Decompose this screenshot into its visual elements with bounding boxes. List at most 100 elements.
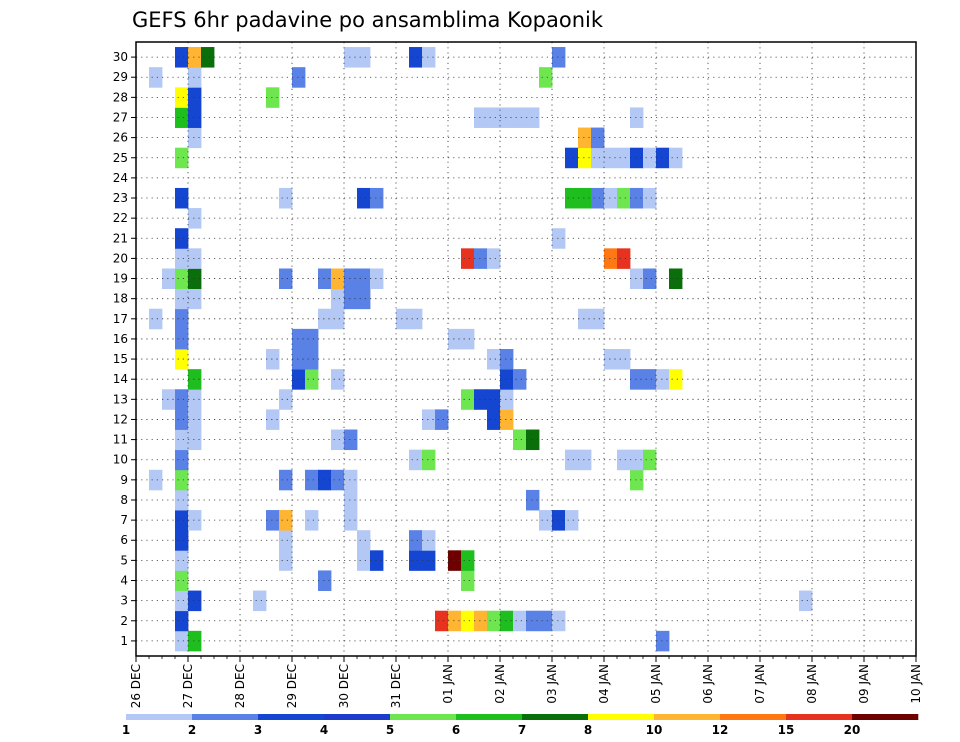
heat-cell xyxy=(175,630,189,652)
heat-cell xyxy=(799,590,813,612)
heat-cell xyxy=(474,107,488,128)
y-tick-label: 22 xyxy=(113,211,128,225)
heat-cell xyxy=(409,550,423,571)
y-tick-label: 16 xyxy=(113,332,128,346)
heat-cell xyxy=(669,369,683,390)
heat-cell xyxy=(526,107,540,128)
heat-cell xyxy=(175,550,189,571)
heat-cell xyxy=(487,389,501,410)
x-tick-label: 31 DEC xyxy=(389,664,403,708)
heat-cell xyxy=(149,308,163,330)
x-axis: 26 DEC 27 DEC 28 DEC 29 DEC 30 DEC 31 DEC 01 J… xyxy=(129,656,923,708)
x-tick-label: 07 JAN xyxy=(753,664,767,704)
heat-cell xyxy=(266,349,280,370)
x-tick-label: 02 JAN xyxy=(493,664,507,704)
heat-cell xyxy=(617,187,631,209)
y-tick-label: 9 xyxy=(120,473,128,487)
plot-frame xyxy=(135,41,917,657)
heat-cell xyxy=(253,590,267,612)
heat-cell xyxy=(175,510,189,531)
x-tick-label: 27 DEC xyxy=(181,664,195,708)
x-tick-label: 05 JAN xyxy=(649,664,663,704)
heat-cell xyxy=(513,429,527,451)
heat-cell xyxy=(617,349,631,370)
x-tick-label: 29 DEC xyxy=(285,664,299,708)
colorbar-label: 7 xyxy=(518,723,526,737)
colorbar-swatch xyxy=(192,714,259,720)
heat-cell xyxy=(500,610,514,632)
heat-cell xyxy=(370,187,384,209)
heat-cell xyxy=(487,610,501,632)
heat-cell xyxy=(175,570,189,591)
x-tick-label: 28 DEC xyxy=(233,664,247,708)
heat-cell xyxy=(409,47,423,68)
y-tick-label: 8 xyxy=(120,493,128,507)
colorbar-label: 6 xyxy=(452,723,460,737)
heat-cell xyxy=(578,308,592,330)
y-tick-label: 7 xyxy=(120,513,128,527)
y-tick-label: 15 xyxy=(113,352,128,366)
heat-cell xyxy=(344,469,358,491)
heat-cell xyxy=(630,369,644,390)
y-tick-label: 21 xyxy=(113,231,128,245)
colorbar-swatch xyxy=(390,714,457,720)
heat-cell xyxy=(175,610,189,632)
heat-cell xyxy=(175,268,189,290)
heat-cell xyxy=(500,349,514,370)
heat-cell xyxy=(552,610,566,632)
colorbar-label: 12 xyxy=(712,723,729,737)
heat-cell xyxy=(188,409,202,430)
heat-cell xyxy=(474,389,488,410)
heat-cell xyxy=(266,409,280,430)
heat-cell xyxy=(500,389,514,410)
colorbar-label: 4 xyxy=(320,723,328,737)
heat-cell xyxy=(669,268,683,290)
colorbar-swatch xyxy=(654,714,721,720)
heat-cell xyxy=(305,328,319,350)
heat-cell xyxy=(396,308,410,330)
heat-cell xyxy=(188,369,202,390)
y-tick-label: 3 xyxy=(120,594,128,608)
grid-lines xyxy=(136,42,916,656)
colorbar-swatch xyxy=(720,714,787,720)
heat-cell xyxy=(175,107,189,128)
heat-cell xyxy=(643,369,657,390)
heat-cell xyxy=(617,147,631,169)
heat-cell xyxy=(305,510,319,531)
y-tick-label: 28 xyxy=(113,90,128,104)
heat-cell xyxy=(539,610,553,632)
heat-cell xyxy=(175,590,189,612)
heat-cell xyxy=(357,187,371,209)
heat-cell xyxy=(656,369,670,390)
heat-cell xyxy=(578,147,592,169)
heat-cell xyxy=(344,510,358,531)
heat-cell xyxy=(279,469,293,491)
heat-cell xyxy=(513,610,527,632)
heat-cell xyxy=(344,268,358,290)
x-tick-label: 04 JAN xyxy=(597,664,611,704)
y-tick-label: 27 xyxy=(113,110,128,124)
y-tick-label: 10 xyxy=(113,453,128,467)
heat-cell xyxy=(526,489,540,511)
heat-cell xyxy=(630,449,644,471)
y-tick-label: 29 xyxy=(113,70,128,84)
heat-cell xyxy=(370,550,384,571)
y-tick-label: 30 xyxy=(113,50,128,64)
heat-cell xyxy=(188,510,202,531)
heat-cell xyxy=(630,469,644,491)
heat-cell xyxy=(513,369,527,390)
heat-cell xyxy=(487,349,501,370)
heat-cell xyxy=(175,147,189,169)
heat-cell xyxy=(617,449,631,471)
heat-cell xyxy=(565,147,579,169)
heat-cell xyxy=(292,328,306,350)
heat-cell xyxy=(409,530,423,551)
colorbar-swatch xyxy=(456,714,523,720)
heat-cell xyxy=(357,288,371,310)
heat-cell xyxy=(175,47,189,68)
heat-cell xyxy=(175,308,189,330)
heat-cell xyxy=(175,187,189,209)
heat-cell xyxy=(500,107,514,128)
heat-cell xyxy=(539,510,553,531)
heat-cell xyxy=(487,107,501,128)
